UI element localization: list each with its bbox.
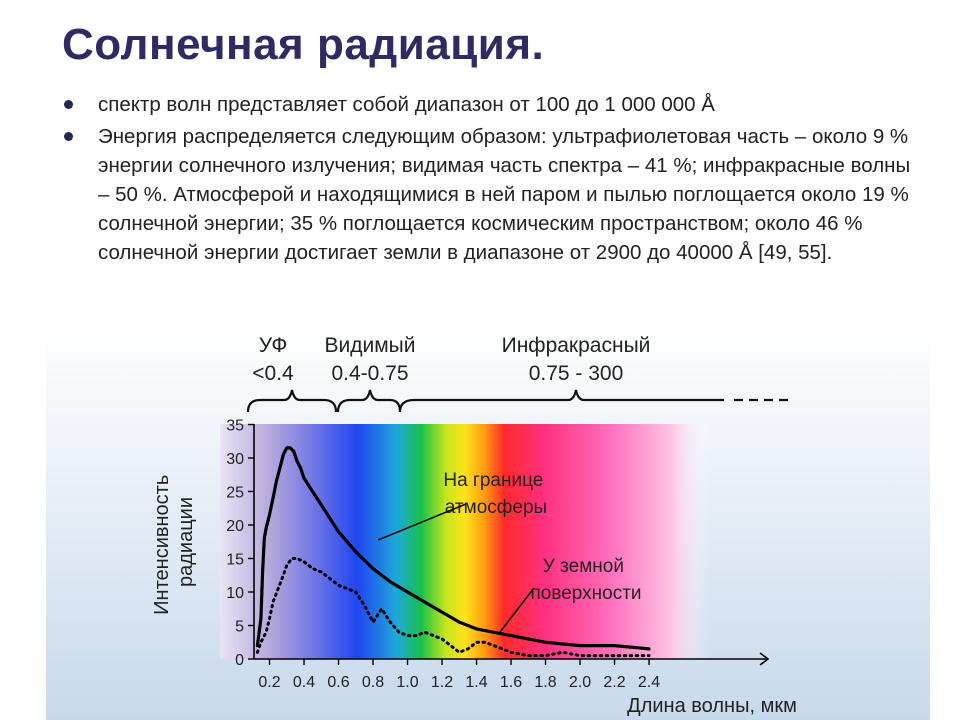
x-axis-arrow-icon <box>759 652 770 666</box>
ir-brace <box>398 389 724 413</box>
y-axis-label-line2: радиации <box>175 497 197 587</box>
annotation-top-line2: атмосферы <box>445 497 547 518</box>
x-tick-label: 0.6 <box>327 674 349 691</box>
x-tick-label: 0.4 <box>293 674 315 691</box>
x-tick-label: 1.8 <box>534 674 556 691</box>
y-tick-label: 25 <box>226 485 244 502</box>
bullet-list: спектр волн представляет собой диапазон … <box>62 90 922 270</box>
x-tick-label: 1.4 <box>465 674 487 691</box>
annotation-top-leader <box>377 503 467 541</box>
annotation-bottom-line1: У земной <box>543 556 624 577</box>
annotation-top: На границе атмосферы <box>443 470 548 518</box>
y-tick-label: 10 <box>226 585 244 602</box>
y-axis-label-line1: Интенсивность <box>151 475 173 615</box>
y-axis-label: Интенсивность радиации <box>151 469 197 615</box>
x-tick-label: 2.0 <box>569 674 591 691</box>
x-tick-label: 0.2 <box>258 674 280 691</box>
y-tick-label: 35 <box>226 418 244 435</box>
bullet-dot-icon <box>64 100 73 109</box>
bullet-dot-icon <box>64 132 73 141</box>
band-visible-name: Видимый <box>325 334 416 357</box>
chart-panel: УФ <0.4 Видимый 0.4-0.75 Инфракрасный 0.… <box>46 326 930 720</box>
band-visible-range: 0.4-0.75 <box>331 362 408 385</box>
band-ir-name: Инфракрасный <box>502 334 651 357</box>
spectrum-band <box>220 424 710 659</box>
annotation-bottom-leader <box>499 587 535 633</box>
visible-brace <box>336 389 402 413</box>
slide-title: Солнечная радиация. <box>62 20 545 69</box>
x-axis-label: Длина волны, мкм <box>627 695 797 717</box>
uv-brace <box>246 389 338 413</box>
band-uv-name: УФ <box>259 334 288 357</box>
y-ticks: 0 5 10 15 20 25 30 35 <box>226 418 254 669</box>
y-tick-label: 0 <box>235 652 244 669</box>
series-top-of-atmosphere-line <box>255 446 651 651</box>
band-labels: УФ <0.4 Видимый 0.4-0.75 Инфракрасный 0.… <box>252 334 650 385</box>
bullet-item: спектр волн представляет собой диапазон … <box>62 90 922 119</box>
spectrum-chart: УФ <0.4 Видимый 0.4-0.75 Инфракрасный 0.… <box>46 326 930 720</box>
annotation-bottom: У земной поверхности <box>530 556 641 604</box>
band-uv-range: <0.4 <box>252 362 294 385</box>
x-tick-label: 2.2 <box>603 674 625 691</box>
y-tick-label: 15 <box>226 552 244 569</box>
x-tick-label: 1.2 <box>431 674 453 691</box>
x-tick-label: 1.6 <box>500 674 522 691</box>
annotation-top-line1: На границе <box>443 470 543 491</box>
bullet-text: Энергия распределяется следующим образом… <box>98 125 911 264</box>
y-tick-label: 30 <box>226 451 244 468</box>
y-tick-label: 20 <box>226 518 244 535</box>
band-braces <box>246 389 794 413</box>
curves <box>255 446 651 658</box>
series-surface-line <box>255 557 651 658</box>
x-ticks: 0.2 0.4 0.6 0.8 1.0 1.2 1.4 1.6 1.8 2.0 2.2 2.4 <box>258 659 660 691</box>
y-tick-label: 5 <box>235 619 244 636</box>
band-ir-range: 0.75 - 300 <box>529 362 624 385</box>
x-tick-label: 2.4 <box>638 674 660 691</box>
annotation-bottom-line2: поверхности <box>530 583 641 604</box>
x-tick-label: 1.0 <box>396 674 418 691</box>
bullet-text: спектр волн представляет собой диапазон … <box>98 93 715 116</box>
bullet-item: Энергия распределяется следующим образом… <box>62 122 922 267</box>
x-tick-label: 0.8 <box>362 674 384 691</box>
